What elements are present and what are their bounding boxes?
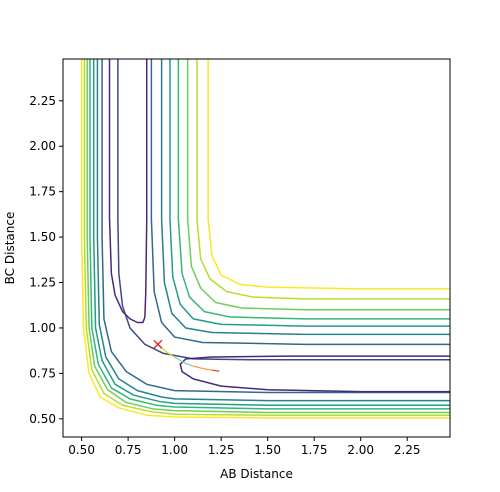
trajectory-segment-3 (193, 365, 212, 371)
x-tick-label: 2.25 (394, 443, 421, 457)
x-tick-label: 2.00 (347, 443, 374, 457)
contour-line-6 (96, 59, 450, 402)
contour-line-17 (150, 59, 450, 346)
y-tick-label: 2.00 (29, 139, 56, 153)
y-tick-label: 1.50 (29, 230, 56, 244)
plot-frame (62, 58, 451, 438)
contour-line-4 (89, 59, 450, 410)
y-tick-label: 2.25 (29, 94, 56, 108)
x-tick-label: 1.75 (301, 443, 328, 457)
y-tick-label: 1.25 (29, 276, 56, 290)
contour-line-5 (92, 59, 450, 406)
x-tick-label: 0.75 (115, 443, 142, 457)
plot-contents (80, 59, 450, 419)
trajectory-segment-2 (174, 356, 194, 367)
contour-line-13 (186, 59, 450, 311)
x-tick-label: 1.50 (254, 443, 281, 457)
contour-line-15 (169, 59, 450, 327)
contour-line-14 (177, 59, 450, 320)
y-tick-label: 1.75 (29, 185, 56, 199)
contour-line-7 (101, 59, 450, 394)
x-tick-label: 0.50 (68, 443, 95, 457)
contour-line-10 (179, 355, 450, 393)
contour-line-1 (80, 59, 450, 419)
contour-line-9 (108, 59, 148, 324)
y-axis-label: BC Distance (3, 212, 17, 285)
contour-line-8 (117, 59, 450, 361)
y-tick-label: 0.50 (29, 412, 56, 426)
x-tick-label: 1.00 (161, 443, 188, 457)
y-tick-label: 0.75 (29, 366, 56, 380)
y-tick-label: 1.00 (29, 321, 56, 335)
contour-line-11 (207, 59, 450, 290)
contour-line-12 (196, 59, 450, 300)
contour-line-2 (83, 59, 450, 416)
y-axis: 0.50 0.75 1.00 1.25 1.50 1.75 2.00 2.25 (29, 94, 63, 426)
marker-stroke (153, 339, 163, 349)
x-axis-label: AB Distance (220, 467, 293, 481)
contour-line-16 (160, 59, 450, 336)
contour-line-3 (86, 59, 450, 414)
x-axis: 0.50 0.75 1.00 1.25 1.50 1.75 2.00 2.25 (68, 437, 421, 457)
x-tick-label: 1.25 (208, 443, 235, 457)
start-marker (153, 339, 163, 349)
trajectory-segment-4 (211, 369, 220, 372)
